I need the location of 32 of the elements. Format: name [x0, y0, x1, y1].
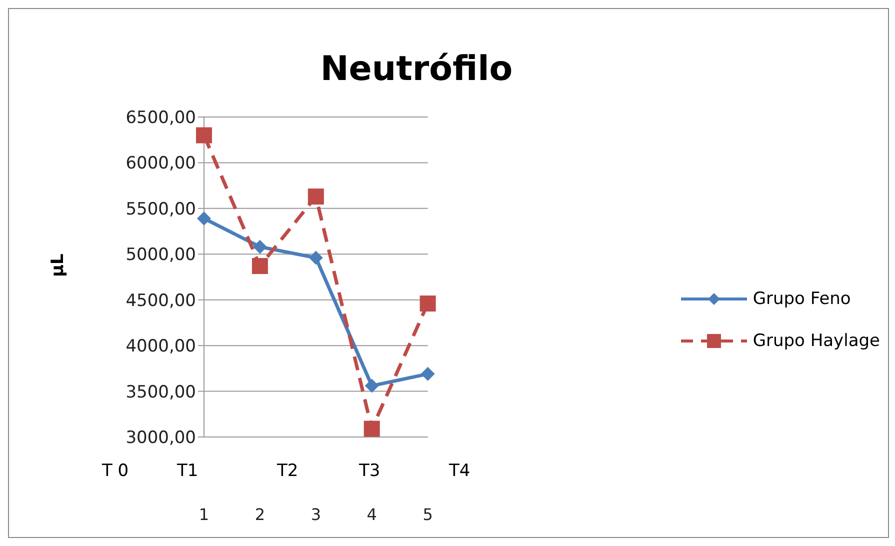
x-tick-label: 3: [310, 505, 321, 524]
text: T1: [177, 461, 198, 481]
chart-title: Neutrófilo: [319, 49, 514, 89]
text: T 0: [102, 461, 129, 481]
y-tick-label: 4000,00: [126, 336, 196, 357]
text: T2: [277, 461, 298, 481]
point: [420, 296, 436, 312]
point: [252, 240, 267, 254]
y-tick-label: 6000,00: [126, 154, 196, 174]
x-tick-label: 2: [254, 505, 266, 524]
point: [252, 258, 268, 274]
y-tick-label: 3000,00: [126, 428, 196, 448]
y-tick-label: 4500,00: [126, 290, 196, 311]
point: [364, 420, 380, 437]
point: [196, 127, 212, 144]
y-tick-label: 6500,00: [126, 108, 196, 128]
legend-label: Grupo Feno: [752, 289, 851, 309]
y-tick-label: 3500,00: [126, 382, 196, 402]
y-axis-title: µL: [48, 253, 68, 277]
y-tick-label: 5000,00: [126, 245, 196, 266]
point: [308, 250, 323, 265]
point: [308, 188, 324, 205]
point: [364, 378, 379, 393]
x-tick-label: 1: [198, 505, 210, 524]
legend-label: Grupo Haylage: [752, 331, 880, 351]
point: [420, 366, 435, 381]
x-tick-label: 5: [422, 505, 433, 524]
text: T4: [449, 461, 470, 481]
y-tick-label: 5500,00: [126, 199, 196, 220]
text: T3: [359, 461, 380, 481]
point: [197, 211, 211, 226]
x-tick-label: 4: [366, 505, 377, 524]
